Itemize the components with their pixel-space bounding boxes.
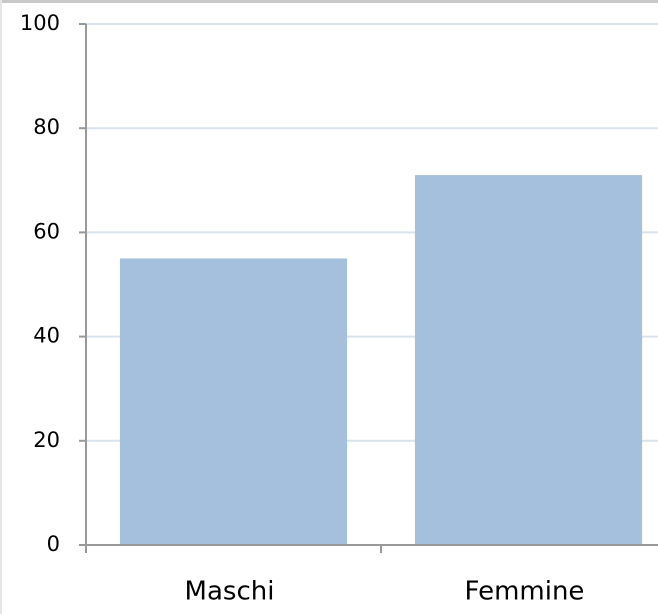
- y-tick-label: 80: [33, 115, 60, 139]
- bar: [414, 175, 643, 545]
- x-tick-label: Maschi: [185, 577, 275, 607]
- y-tick-label: 100: [20, 11, 60, 35]
- y-tick-label: 40: [33, 324, 60, 348]
- top-border: [0, 0, 658, 3]
- left-border: [0, 0, 2, 614]
- y-tick-label: 0: [47, 532, 60, 556]
- bar: [119, 258, 348, 545]
- y-tick-label: 20: [33, 428, 60, 452]
- y-tick-label: 60: [33, 219, 60, 243]
- x-tick-label: Femmine: [465, 577, 585, 607]
